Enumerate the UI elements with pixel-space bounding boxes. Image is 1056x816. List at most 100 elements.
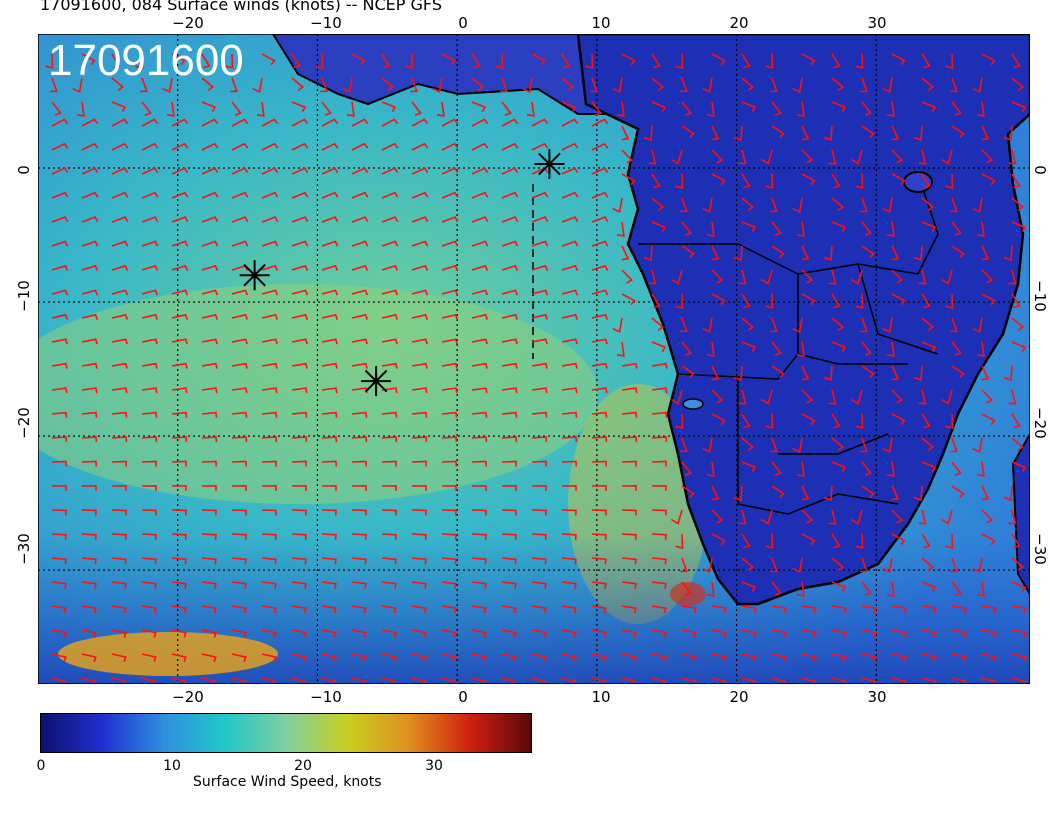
wind-barb	[591, 191, 609, 199]
wind-barb	[882, 77, 893, 93]
wind-barb	[861, 365, 875, 379]
wind-barb	[741, 629, 757, 638]
wind-barb	[51, 653, 67, 663]
wind-barb	[291, 677, 307, 684]
colorbar-tick: 30	[425, 758, 443, 774]
wind-barb	[801, 53, 816, 66]
wind-barb	[111, 436, 128, 443]
wind-barb	[351, 653, 367, 663]
wind-barb	[411, 264, 429, 271]
lat-lon-grid	[38, 34, 1030, 684]
wind-barb	[291, 557, 307, 565]
wind-barb	[921, 557, 934, 572]
wind-barb	[351, 142, 369, 151]
wind-barb	[591, 411, 608, 418]
wind-barb	[51, 485, 67, 491]
wind-barb	[501, 653, 517, 663]
wind-barb	[171, 240, 189, 247]
wind-barb	[291, 191, 309, 199]
wind-barb	[531, 436, 548, 443]
wind-barb	[796, 101, 805, 117]
x-tick-bottom: 30	[867, 688, 887, 706]
wind-barb	[950, 557, 958, 573]
wind-barb	[681, 605, 697, 614]
wind-barb	[51, 216, 69, 223]
wind-barb	[738, 149, 747, 165]
wind-barb	[81, 411, 98, 418]
wind-barb	[1011, 197, 1024, 212]
wind-barb	[1011, 341, 1027, 353]
wind-barb	[171, 362, 188, 369]
wind-barb	[411, 387, 428, 394]
wind-barb	[1003, 125, 1013, 142]
wind-barb	[1008, 389, 1017, 405]
wind-barb	[792, 77, 803, 93]
wind-barb	[381, 485, 397, 491]
wind-barb	[51, 460, 67, 467]
wind-barb	[411, 101, 422, 117]
wind-barb	[411, 460, 427, 467]
wind-barb	[702, 317, 713, 333]
wind-barb	[381, 338, 398, 345]
wind-barb	[561, 411, 578, 418]
wind-barb	[681, 629, 697, 638]
wind-barb	[733, 485, 743, 502]
wind-barb	[801, 245, 810, 261]
wind-barb	[796, 221, 805, 237]
wind-barb	[801, 125, 810, 141]
wind-barb	[860, 317, 868, 333]
wind-barb	[801, 293, 816, 306]
wind-barb	[711, 605, 727, 614]
wind-barb	[621, 245, 630, 261]
wind-barb	[111, 485, 127, 491]
wind-barb	[771, 677, 787, 684]
wind-barb	[823, 485, 833, 502]
wind-barb	[321, 605, 337, 614]
wind-barb	[501, 313, 518, 320]
wind-barb	[111, 77, 124, 92]
wind-barb	[111, 605, 127, 614]
wind-barb	[471, 240, 489, 247]
wind-barb	[351, 605, 367, 614]
wind-barb	[950, 77, 958, 93]
wind-barb	[921, 413, 931, 429]
wind-barb	[741, 461, 757, 473]
wind-barb	[945, 293, 954, 310]
wind-barb	[771, 581, 782, 597]
wind-barb	[711, 629, 727, 638]
wind-barb	[945, 173, 954, 190]
wind-barb	[771, 245, 785, 259]
wind-barb	[436, 101, 445, 117]
wind-barb	[141, 118, 159, 127]
wind-barb	[201, 509, 217, 516]
wind-barb	[591, 338, 608, 345]
wind-barb	[561, 653, 577, 663]
wind-barb	[760, 509, 773, 525]
wind-barb	[321, 411, 338, 418]
wind-barb	[171, 629, 187, 638]
wind-barb	[951, 125, 965, 139]
wind-barb	[861, 485, 875, 499]
strong-wind-spot	[58, 632, 278, 676]
wind-barb	[111, 53, 121, 69]
wind-barb	[561, 460, 577, 467]
wind-barb	[891, 677, 907, 684]
wind-barb	[501, 264, 519, 271]
wind-barb	[711, 269, 723, 284]
wind-barb	[51, 362, 68, 369]
wind-barb	[770, 197, 778, 213]
wind-barb	[351, 264, 369, 271]
wind-barb	[411, 362, 428, 369]
wind-barb	[981, 533, 996, 546]
wind-barb	[765, 293, 774, 310]
wind-barb	[51, 509, 67, 516]
wind-barb	[471, 77, 484, 92]
wind-barb	[381, 191, 399, 199]
wind-barb	[81, 191, 99, 199]
wind-barb	[771, 629, 787, 638]
wind-barb	[981, 509, 993, 524]
wind-barb	[771, 125, 785, 139]
wind-barb	[141, 533, 157, 540]
wind-barb	[291, 338, 308, 345]
wind-barb	[231, 289, 249, 296]
